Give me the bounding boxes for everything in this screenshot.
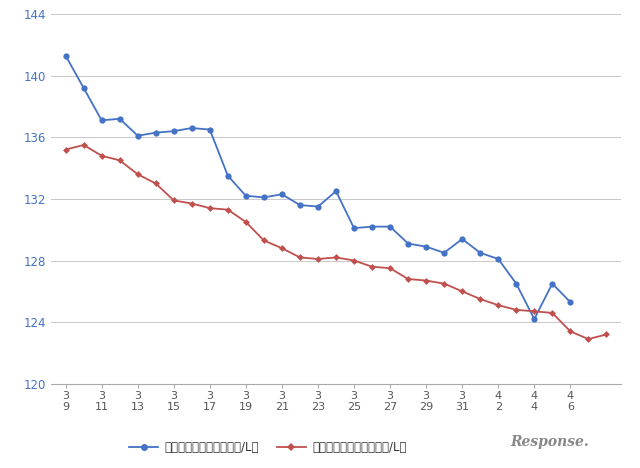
レギュラー実売価格（円/L）: [368, 264, 376, 270]
レギュラー看板価格（円/L）: [422, 244, 430, 249]
レギュラー実売価格（円/L）: [531, 308, 538, 314]
レギュラー実売価格（円/L）: [422, 278, 430, 283]
レギュラー実売価格（円/L）: [296, 255, 304, 260]
レギュラー実売価格（円/L）: [602, 332, 610, 337]
レギュラー実売価格（円/L）: [332, 255, 340, 260]
Line: レギュラー実売価格（円/L）: レギュラー実売価格（円/L）: [63, 143, 609, 342]
レギュラー実売価格（円/L）: [476, 296, 484, 302]
レギュラー実売価格（円/L）: [494, 302, 502, 308]
レギュラー看板価格（円/L）: [296, 202, 304, 208]
Line: レギュラー看板価格（円/L）: レギュラー看板価格（円/L）: [63, 52, 573, 322]
レギュラー実売価格（円/L）: [206, 205, 214, 211]
レギュラー看板価格（円/L）: [116, 116, 124, 122]
レギュラー看板価格（円/L）: [206, 127, 214, 132]
レギュラー看板価格（円/L）: [404, 241, 412, 246]
レギュラー実売価格（円/L）: [584, 336, 592, 342]
レギュラー実売価格（円/L）: [242, 219, 250, 225]
レギュラー看板価格（円/L）: [242, 193, 250, 198]
レギュラー看板価格（円/L）: [188, 125, 196, 131]
レギュラー実売価格（円/L）: [458, 288, 466, 294]
レギュラー実売価格（円/L）: [548, 310, 556, 316]
レギュラー看板価格（円/L）: [548, 281, 556, 286]
レギュラー看板価格（円/L）: [170, 128, 178, 134]
レギュラー実売価格（円/L）: [314, 256, 322, 262]
レギュラー看板価格（円/L）: [350, 226, 358, 231]
レギュラー実売価格（円/L）: [513, 307, 520, 313]
レギュラー看板価格（円/L）: [134, 133, 141, 139]
レギュラー看板価格（円/L）: [458, 236, 466, 242]
レギュラー実売価格（円/L）: [80, 142, 88, 148]
レギュラー実売価格（円/L）: [188, 201, 196, 206]
レギュラー看板価格（円/L）: [368, 224, 376, 229]
レギュラー看板価格（円/L）: [80, 85, 88, 91]
レギュラー看板価格（円/L）: [314, 204, 322, 209]
レギュラー実売価格（円/L）: [224, 207, 232, 212]
レギュラー実売価格（円/L）: [440, 281, 448, 286]
レギュラー実売価格（円/L）: [404, 276, 412, 282]
レギュラー看板価格（円/L）: [386, 224, 394, 229]
レギュラー実売価格（円/L）: [278, 245, 286, 251]
レギュラー看板価格（円/L）: [513, 281, 520, 286]
レギュラー実売価格（円/L）: [98, 153, 106, 159]
レギュラー看板価格（円/L）: [224, 173, 232, 179]
レギュラー看板価格（円/L）: [566, 300, 574, 305]
レギュラー看板価格（円/L）: [531, 316, 538, 322]
レギュラー実売価格（円/L）: [152, 181, 159, 186]
レギュラー実売価格（円/L）: [62, 147, 70, 153]
レギュラー看板価格（円/L）: [494, 256, 502, 262]
レギュラー看板価格（円/L）: [476, 250, 484, 256]
レギュラー実売価格（円/L）: [566, 329, 574, 334]
レギュラー実売価格（円/L）: [386, 265, 394, 271]
レギュラー看板価格（円/L）: [98, 117, 106, 123]
Text: Response.: Response.: [510, 435, 589, 449]
Legend: レギュラー看板価格（円/L）, レギュラー実売価格（円/L）: レギュラー看板価格（円/L）, レギュラー実売価格（円/L）: [124, 437, 411, 459]
レギュラー実売価格（円/L）: [134, 171, 141, 177]
レギュラー実売価格（円/L）: [350, 258, 358, 263]
レギュラー看板価格（円/L）: [332, 189, 340, 194]
レギュラー実売価格（円/L）: [170, 197, 178, 203]
レギュラー実売価格（円/L）: [116, 158, 124, 163]
レギュラー看板価格（円/L）: [278, 191, 286, 197]
レギュラー看板価格（円/L）: [152, 130, 159, 135]
レギュラー看板価格（円/L）: [260, 195, 268, 200]
レギュラー看板価格（円/L）: [440, 250, 448, 256]
レギュラー看板価格（円/L）: [62, 53, 70, 58]
レギュラー実売価格（円/L）: [260, 238, 268, 243]
